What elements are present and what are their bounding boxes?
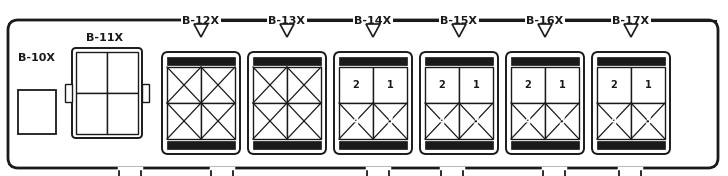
Text: 1: 1	[387, 80, 393, 90]
Text: 2: 2	[611, 80, 617, 90]
Text: 4: 4	[439, 116, 446, 126]
Bar	[167, 103, 201, 139]
Bar	[287, 67, 321, 103]
Text: 3: 3	[472, 116, 479, 126]
Bar	[253, 141, 321, 149]
Text: B-11X: B-11X	[87, 33, 124, 43]
Bar	[253, 57, 321, 65]
Bar	[167, 57, 235, 65]
Bar	[597, 57, 665, 65]
FancyBboxPatch shape	[248, 52, 326, 154]
Text: 4: 4	[352, 116, 360, 126]
Text: B-17X: B-17X	[612, 16, 649, 26]
Bar	[545, 67, 579, 103]
Bar	[18, 90, 56, 134]
Bar	[76, 52, 107, 93]
Bar	[107, 93, 138, 134]
Text: 1: 1	[472, 80, 479, 90]
Polygon shape	[280, 24, 294, 37]
Bar	[339, 67, 373, 103]
Bar	[253, 103, 287, 139]
FancyBboxPatch shape	[506, 52, 584, 154]
Bar	[511, 141, 579, 149]
Bar	[631, 67, 665, 103]
Bar	[631, 103, 665, 139]
Bar	[597, 141, 665, 149]
Text: 2: 2	[352, 80, 360, 90]
Text: 4: 4	[525, 116, 531, 126]
Bar	[167, 67, 201, 103]
Text: B-14X: B-14X	[355, 16, 392, 26]
Text: 1: 1	[644, 80, 652, 90]
Bar	[425, 141, 493, 149]
FancyBboxPatch shape	[592, 52, 670, 154]
Bar	[511, 67, 545, 103]
Text: 3: 3	[387, 116, 393, 126]
FancyBboxPatch shape	[334, 52, 412, 154]
FancyBboxPatch shape	[8, 20, 718, 168]
Bar	[253, 67, 287, 103]
Text: 1: 1	[558, 80, 566, 90]
Bar	[287, 103, 321, 139]
Bar	[511, 57, 579, 65]
Bar	[425, 103, 459, 139]
Text: 3: 3	[558, 116, 566, 126]
Bar	[339, 141, 407, 149]
Polygon shape	[194, 24, 208, 37]
FancyBboxPatch shape	[72, 48, 142, 138]
Bar	[201, 103, 235, 139]
Bar	[167, 141, 235, 149]
Bar	[597, 67, 631, 103]
Bar	[65, 84, 72, 102]
Bar	[339, 57, 407, 65]
Bar	[425, 57, 493, 65]
Text: B-13X: B-13X	[269, 16, 306, 26]
Text: 2: 2	[439, 80, 446, 90]
Bar	[545, 103, 579, 139]
Bar	[339, 103, 373, 139]
Text: 4: 4	[611, 116, 617, 126]
Bar	[459, 103, 493, 139]
Bar	[425, 67, 459, 103]
Polygon shape	[366, 24, 380, 37]
FancyBboxPatch shape	[162, 52, 240, 154]
Text: 3: 3	[644, 116, 652, 126]
Bar	[201, 67, 235, 103]
Polygon shape	[624, 24, 638, 37]
Text: 2: 2	[525, 80, 531, 90]
FancyBboxPatch shape	[420, 52, 498, 154]
Text: B-15X: B-15X	[440, 16, 478, 26]
Polygon shape	[452, 24, 466, 37]
Bar	[373, 103, 407, 139]
Bar	[142, 84, 149, 102]
Bar	[459, 67, 493, 103]
Bar	[373, 67, 407, 103]
Bar	[76, 93, 107, 134]
Bar	[597, 103, 631, 139]
Text: B-10X: B-10X	[18, 53, 55, 63]
Bar	[511, 103, 545, 139]
Text: B-16X: B-16X	[526, 16, 563, 26]
Text: B-12X: B-12X	[183, 16, 220, 26]
Bar	[107, 52, 138, 93]
Polygon shape	[538, 24, 552, 37]
